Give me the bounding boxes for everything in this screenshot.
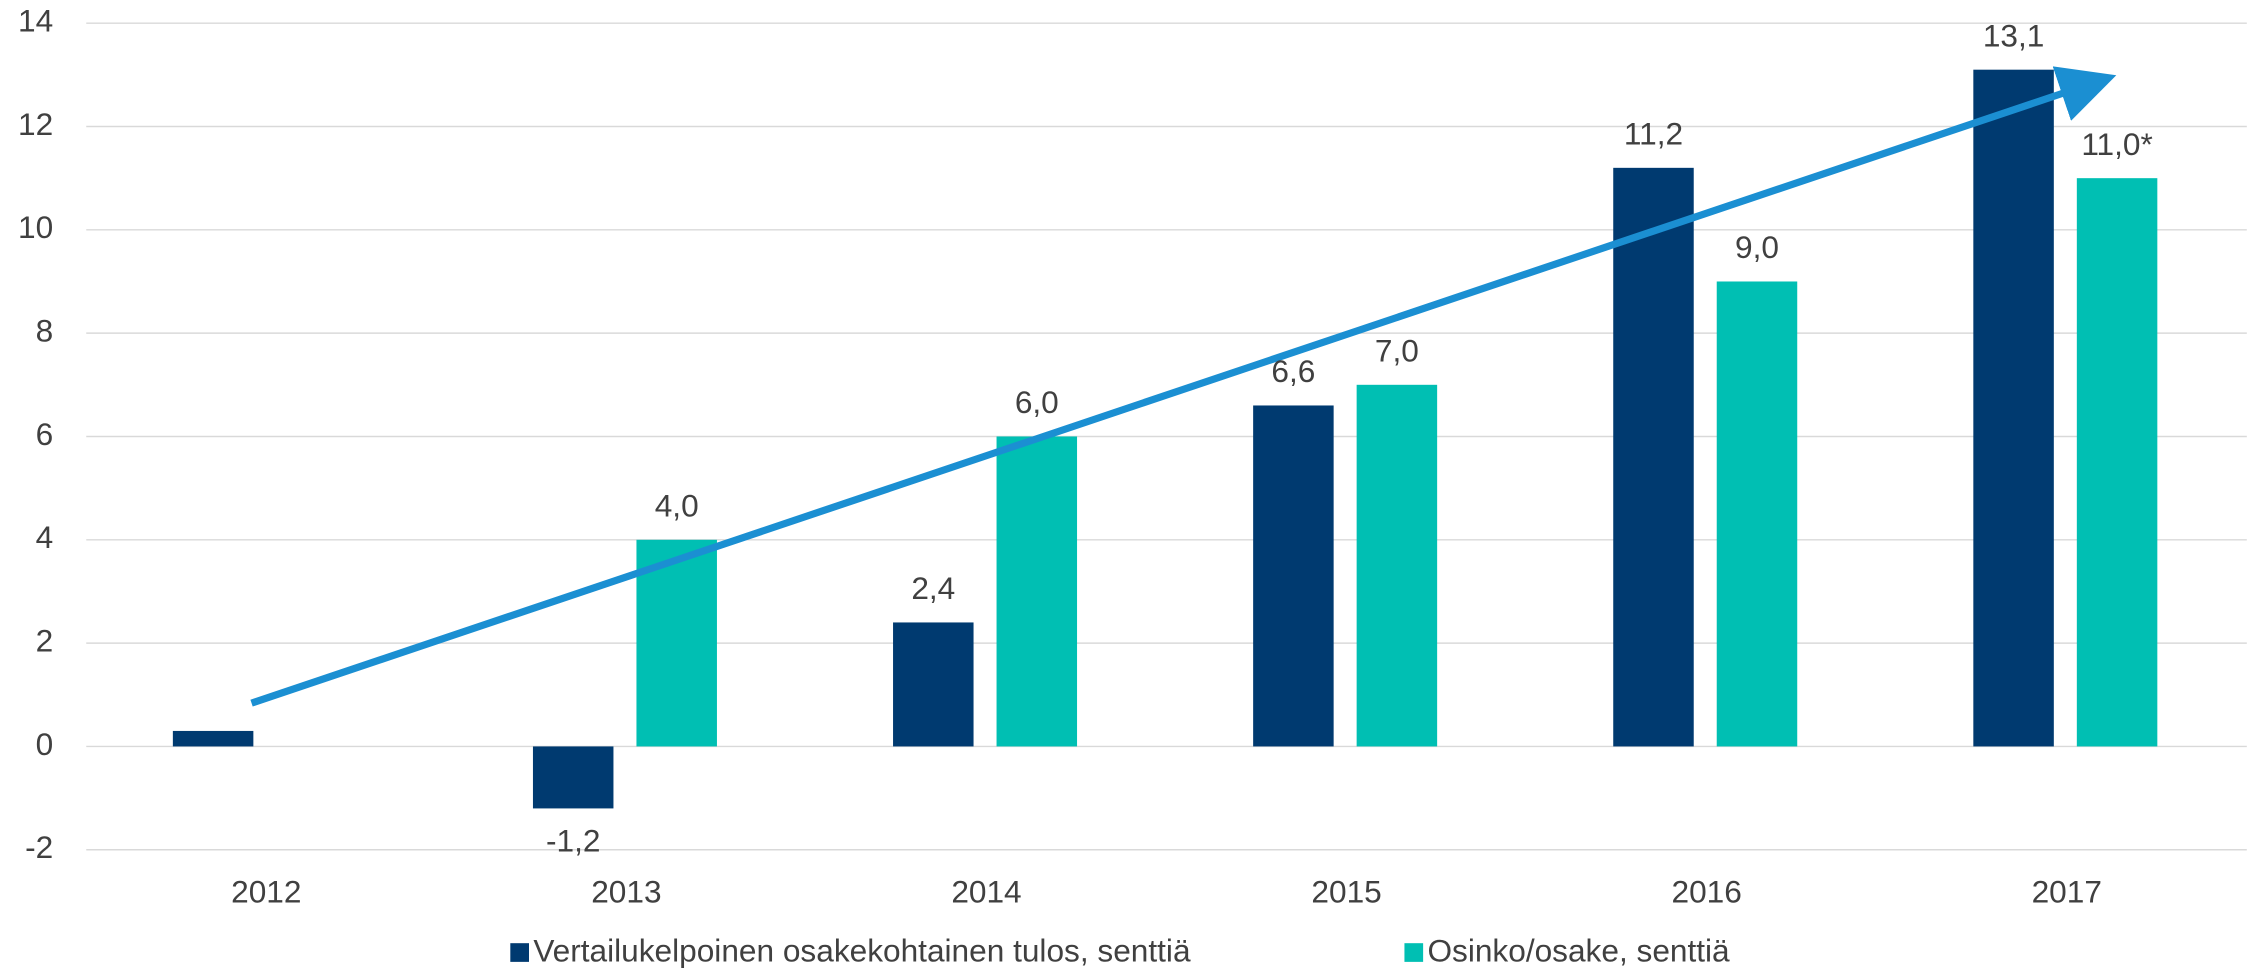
x-tick-label: 2016 <box>1672 874 1742 910</box>
legend-swatch <box>510 943 529 962</box>
x-tick-label: 2013 <box>591 874 661 910</box>
y-tick-label: -2 <box>25 829 53 865</box>
data-label: 13,1 <box>1983 17 2045 53</box>
data-label: 7,0 <box>1375 333 1419 369</box>
legend-label: Osinko/osake, senttiä <box>1427 933 1730 969</box>
bar <box>1973 69 2054 747</box>
bars <box>172 69 2158 809</box>
y-tick-label: 4 <box>36 519 54 555</box>
bar <box>1613 167 1694 747</box>
y-tick-label: 0 <box>36 726 54 762</box>
data-label: -1,2 <box>546 822 600 858</box>
bar <box>636 539 717 747</box>
x-tick-label: 2017 <box>2032 874 2102 910</box>
data-label: 9,0 <box>1735 229 1779 265</box>
trend-arrow <box>250 66 2117 707</box>
grid <box>86 22 2247 851</box>
legend-label: Vertailukelpoinen osakekohtainen tulos, … <box>533 933 1191 969</box>
bar <box>2076 178 2158 747</box>
bar <box>893 622 974 747</box>
x-tick-label: 2015 <box>1311 874 1381 910</box>
bar <box>532 746 614 809</box>
bar <box>1716 281 1798 747</box>
y-tick-label: 12 <box>18 106 53 142</box>
x-tick-label: 2012 <box>231 874 301 910</box>
y-tick-label: 14 <box>18 3 53 39</box>
bar <box>996 436 1078 747</box>
bar <box>1253 405 1334 747</box>
labels: -2 0 2 4 6 8 10 12 14 2012 2013 -1,2 4,0 2014 2,4 6,0 20… <box>18 3 2153 969</box>
y-tick-label: 10 <box>18 209 53 245</box>
x-tick-label: 2014 <box>951 874 1021 910</box>
data-label: 11,2 <box>1624 116 1683 152</box>
bar <box>172 730 254 747</box>
data-label: 6,6 <box>1271 353 1315 389</box>
data-label: 11,0* <box>2081 126 2152 162</box>
legend-swatch <box>1404 943 1424 962</box>
data-label: 2,4 <box>911 570 955 606</box>
data-label: 4,0 <box>655 488 699 524</box>
y-tick-label: 2 <box>36 622 54 658</box>
bar <box>1356 384 1438 747</box>
y-tick-label: 6 <box>36 416 54 452</box>
data-label: 6,0 <box>1015 384 1059 420</box>
y-tick-label: 8 <box>36 313 54 349</box>
